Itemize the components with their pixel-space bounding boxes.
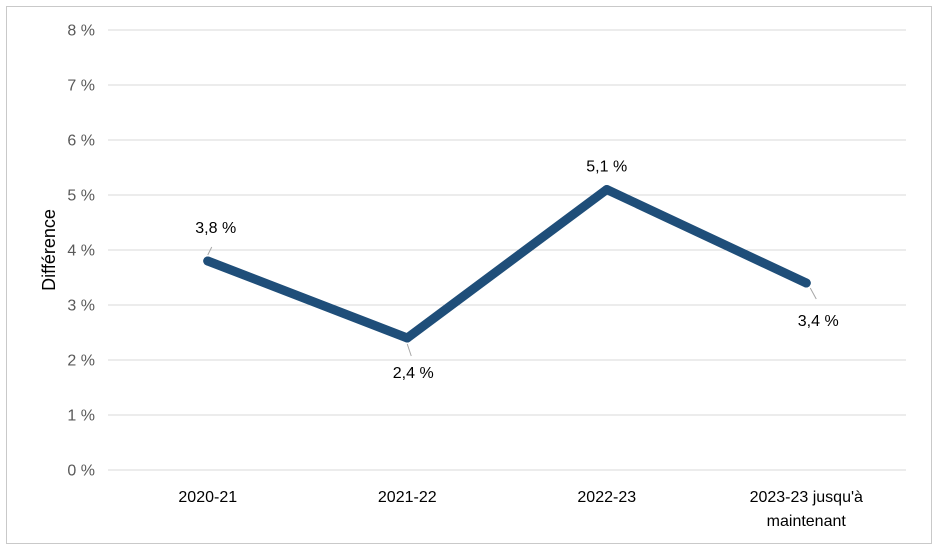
data-label: 3,4 % <box>798 313 839 330</box>
y-tick-label: 0 % <box>67 463 95 480</box>
series-line <box>203 185 811 343</box>
data-label-leader <box>406 343 412 357</box>
y-axis-ticks: 0 % 1 % 2 % 3 % 4 % 5 % 6 % 7 % 8 % <box>67 23 95 480</box>
y-tick-label: 2 % <box>67 353 95 370</box>
data-label-leader <box>809 287 817 300</box>
x-category-label: 2023-23 jusqu'à maintenant <box>750 489 863 530</box>
x-category-label: 2020-21 <box>178 489 237 506</box>
series-layer: 3,8 % 2,4 % 5,1 % 3,4 % <box>195 159 838 383</box>
y-tick-label: 8 % <box>67 23 95 40</box>
x-category-label: 2021-22 <box>378 489 437 506</box>
data-point <box>602 185 612 194</box>
y-tick-label: 3 % <box>67 298 95 315</box>
gridlines <box>108 29 906 471</box>
x-category-label: 2022-23 <box>577 489 636 506</box>
data-label: 5,1 % <box>586 159 627 176</box>
y-tick-label: 5 % <box>67 188 95 205</box>
data-point <box>801 278 811 288</box>
data-label: 3,8 % <box>195 220 236 237</box>
chart-frame <box>6 6 932 544</box>
x-axis-categories: 2020-21 2021-22 2022-23 2023-23 jusqu'à main… <box>178 489 863 530</box>
y-axis-label: Différence <box>39 209 59 291</box>
data-label-leader <box>207 246 213 256</box>
data-point <box>203 256 213 266</box>
data-label: 2,4 % <box>393 365 434 382</box>
y-tick-label: 6 % <box>67 133 95 150</box>
y-tick-label: 7 % <box>67 78 95 95</box>
y-tick-label: 4 % <box>67 243 95 260</box>
y-tick-label: 1 % <box>67 408 95 425</box>
data-point <box>402 333 412 343</box>
